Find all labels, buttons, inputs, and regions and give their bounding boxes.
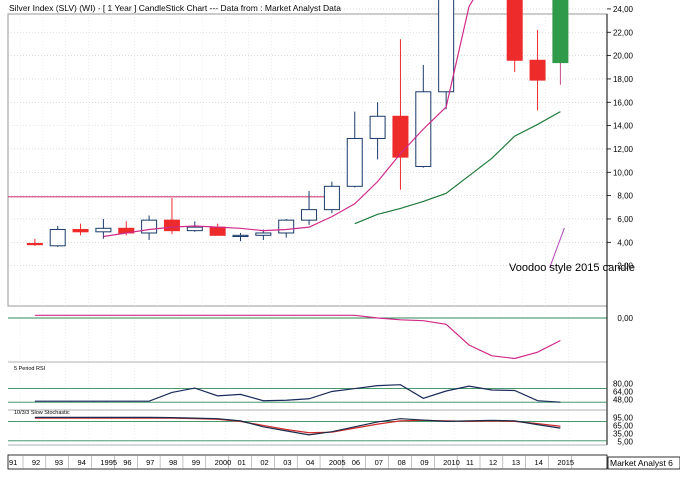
rsi-line [34, 384, 561, 403]
voodoo-annotation: Voodoo style 2015 candle [509, 262, 635, 274]
x-tick-label: 2015 [557, 458, 574, 467]
stoch-tick-label: 35,00 [613, 430, 634, 439]
rsi-tick-label: 64,00 [613, 387, 634, 396]
x-tick-label: 1995 [100, 458, 117, 467]
candle-body [346, 137, 363, 187]
price-tick-label: 6,00 [617, 215, 633, 224]
candle-body [552, 0, 569, 64]
x-tick-label: 02 [260, 458, 268, 467]
candle-body [323, 185, 340, 211]
candle-body [232, 234, 249, 238]
x-tick-label: 03 [283, 458, 291, 467]
stoch-tick-label: 95,00 [613, 413, 634, 422]
brand-label: Market Analyst 6 [610, 458, 673, 468]
x-tick-label: 09 [420, 458, 428, 467]
x-tick-label: 06 [352, 458, 360, 467]
price-tick-label: 24,00 [613, 5, 634, 14]
candle-body [529, 59, 546, 81]
x-tick-label: 04 [306, 458, 314, 467]
price-tick-label: 8,00 [617, 192, 633, 201]
stoch-tick-label: 65,00 [613, 421, 634, 430]
rsi-panel-label: 5 Period RSI [14, 366, 46, 372]
rsi-tick-label: 80,00 [613, 380, 634, 389]
x-tick-label: 08 [397, 458, 405, 467]
chart-title: Silver Index (SLV) (WI) - [ 1 Year ] Can… [9, 3, 341, 13]
x-tick-label: 11 [466, 458, 474, 467]
sma-green-line [354, 111, 561, 225]
voodoo-arrow [549, 227, 565, 269]
candle-body [49, 228, 66, 247]
sma-magenta-line [103, 0, 474, 238]
candle-body [392, 115, 409, 158]
macd-panel: 0,00 [8, 306, 634, 363]
macd-line [34, 314, 561, 360]
candle-body [72, 228, 89, 233]
price-tick-label: 10,00 [613, 168, 634, 177]
price-tick-label: 20,00 [613, 52, 634, 61]
candle-body [186, 226, 203, 232]
x-tick-label: 92 [32, 458, 40, 467]
price-tick-label: 16,00 [613, 98, 634, 107]
x-tick-label: 07 [375, 458, 383, 467]
x-tick-label: 97 [146, 458, 154, 467]
candle-body [141, 219, 158, 234]
x-tick-label: 93 [55, 458, 63, 467]
price-tick-label: 14,00 [613, 122, 634, 131]
x-tick-label: 12 [489, 458, 497, 467]
candle-body [95, 227, 112, 233]
price-tick-label: 12,00 [613, 145, 634, 154]
x-axis: 91 92 93 94 1995 96 97 98 99 2000 01 02 03 04 2005 06 07… [7, 454, 680, 470]
rsi-tick-label: 48,00 [613, 395, 634, 404]
candle-body [278, 219, 295, 234]
x-tick-label: 91 [9, 458, 17, 467]
x-tick-label: 2005 [329, 458, 346, 467]
price-tick-label: 2,00 [617, 262, 633, 271]
stoch-panel-label: 10/3/3 Slow Stochastic [14, 410, 70, 416]
x-tick-label: 14 [535, 458, 543, 467]
candle-body [438, 0, 455, 93]
candle-body [163, 219, 180, 232]
brand-box [607, 456, 680, 470]
x-tick-label: 98 [169, 458, 177, 467]
stoch-k-line [34, 416, 561, 436]
price-panel: 2,00 4,00 6,00 8,00 10,00 12,00 14,00 16,00 18,0… [7, 0, 634, 445]
x-tick-label: 13 [512, 458, 520, 467]
price-tick-label: 18,00 [613, 75, 634, 84]
macd-zero-label: 0,00 [617, 314, 633, 323]
x-tick-label: 99 [192, 458, 200, 467]
price-tick-label: 4,00 [617, 238, 633, 247]
candle-body [369, 115, 386, 139]
x-tick-label: 2010 [443, 458, 460, 467]
candle-body [255, 232, 272, 236]
x-tick-label: 94 [78, 458, 86, 467]
candle-body [209, 226, 226, 236]
x-tick-label: 01 [238, 458, 246, 467]
x-tick-label: 96 [123, 458, 131, 467]
x-tick-label: 2000 [215, 458, 232, 467]
stoch-tick-label: 5,00 [617, 438, 633, 447]
candle-body [506, 0, 523, 61]
candle-body [26, 242, 43, 246]
price-tick-label: 22,00 [613, 28, 634, 37]
candle-body [301, 209, 318, 221]
